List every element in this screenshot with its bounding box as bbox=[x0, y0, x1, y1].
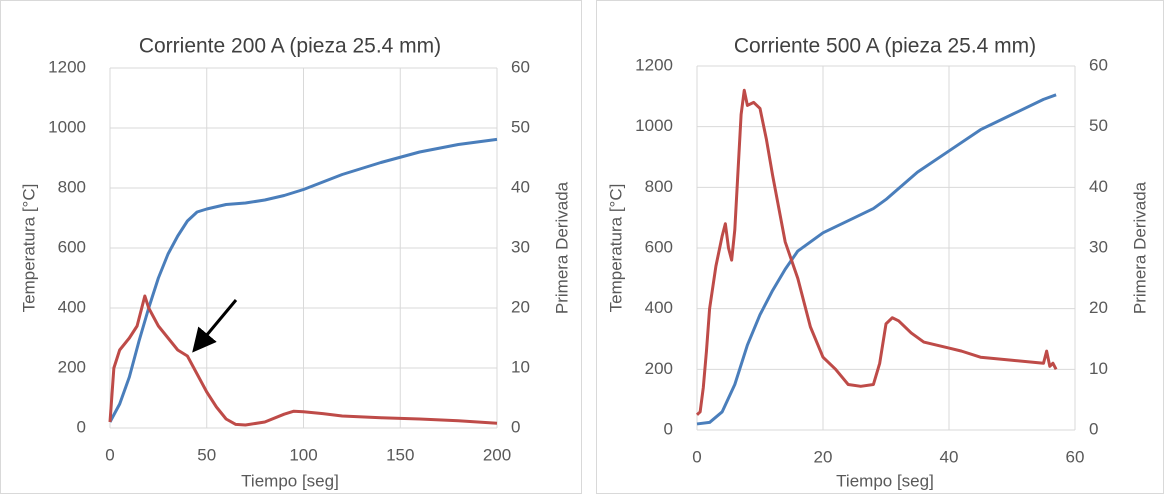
y-tick-label: 1200 bbox=[635, 55, 673, 74]
y-axis-label: Temperatura [°C] bbox=[606, 184, 625, 313]
y2-tick-label: 30 bbox=[1089, 237, 1108, 256]
x-tick-label: 0 bbox=[692, 447, 701, 466]
y2-tick-label: 50 bbox=[511, 117, 530, 136]
y2-tick-label: 60 bbox=[1089, 55, 1108, 74]
panel-border bbox=[0, 0, 582, 494]
x-tick-label: 50 bbox=[197, 445, 216, 464]
x-tick-label: 40 bbox=[940, 447, 959, 466]
x-tick-label: 100 bbox=[289, 445, 317, 464]
y-axis-label: Temperatura [°C] bbox=[19, 184, 38, 313]
y2-tick-label: 40 bbox=[511, 177, 530, 196]
x-tick-label: 200 bbox=[483, 445, 511, 464]
y2-tick-label: 30 bbox=[511, 237, 530, 256]
x-tick-label: 0 bbox=[105, 445, 114, 464]
y-tick-label: 400 bbox=[645, 298, 673, 317]
x-tick-label: 60 bbox=[1066, 447, 1085, 466]
data-line bbox=[108, 137, 498, 423]
y2-tick-label: 60 bbox=[511, 57, 530, 76]
y-tick-label: 1000 bbox=[635, 116, 673, 135]
y2-tick-label: 10 bbox=[1089, 359, 1108, 378]
y2-axis-label: Primera Derivada bbox=[1130, 181, 1149, 314]
y-tick-label: 0 bbox=[664, 419, 673, 438]
y-tick-label: 1000 bbox=[48, 117, 86, 136]
arrow bbox=[192, 299, 238, 353]
y2-tick-label: 10 bbox=[511, 357, 530, 376]
x-tick-label: 150 bbox=[386, 445, 414, 464]
y-tick-label: 0 bbox=[77, 417, 86, 436]
y2-tick-label: 0 bbox=[511, 417, 520, 436]
chart-title: Corriente 200 A (pieza 25.4 mm) bbox=[139, 35, 441, 58]
y-tick-label: 200 bbox=[645, 359, 673, 378]
data-line bbox=[108, 294, 498, 427]
y2-axis-label: Primera Derivada bbox=[552, 181, 571, 314]
y-tick-label: 800 bbox=[645, 177, 673, 196]
y-tick-label: 800 bbox=[58, 177, 86, 196]
x-tick-label: 20 bbox=[814, 447, 833, 466]
y-tick-label: 400 bbox=[58, 297, 86, 316]
data-line bbox=[696, 93, 1057, 426]
y-tick-label: 1200 bbox=[48, 57, 86, 76]
y2-tick-label: 40 bbox=[1089, 177, 1108, 196]
y2-tick-label: 50 bbox=[1089, 116, 1108, 135]
y-tick-label: 600 bbox=[645, 237, 673, 256]
y2-tick-label: 20 bbox=[1089, 298, 1108, 317]
y2-tick-label: 0 bbox=[1089, 419, 1098, 438]
y-tick-label: 200 bbox=[58, 357, 86, 376]
y2-tick-label: 20 bbox=[511, 297, 530, 316]
x-axis-label: Tiempo [seg] bbox=[241, 471, 339, 490]
x-axis-label: Tiempo [seg] bbox=[836, 471, 934, 490]
y-tick-label: 600 bbox=[58, 237, 86, 256]
panel-border bbox=[596, 0, 1164, 494]
chart-title: Corriente 500 A (pieza 25.4 mm) bbox=[734, 35, 1036, 58]
data-line bbox=[695, 88, 1058, 416]
